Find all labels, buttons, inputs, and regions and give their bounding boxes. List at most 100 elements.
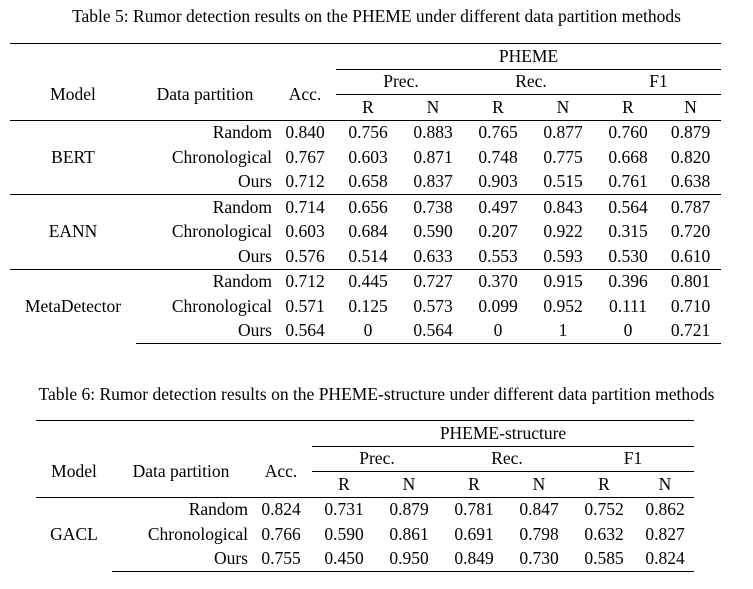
value-cell: 0.656 <box>336 194 400 220</box>
model-name-cell: GACL <box>36 496 112 572</box>
table6-dataset-header: PHEME-structure <box>312 420 694 447</box>
value-cell: 0.756 <box>336 119 400 145</box>
value-cell: 0.445 <box>336 268 400 294</box>
value-cell: 0.883 <box>400 119 466 145</box>
value-cell: 0.801 <box>660 268 722 294</box>
model-name-cell: BERT <box>10 119 136 195</box>
table-row: GACL Random 0.824 0.731 0.879 0.781 0.847 0.752… <box>36 496 694 572</box>
value-cell: 0.099 <box>478 295 518 316</box>
value-cell: 0.824 <box>636 546 694 572</box>
partition-cell: Random <box>136 119 274 145</box>
value-cell: 0.738 <box>400 194 466 220</box>
table6-partition-header: Data partition <box>132 460 230 481</box>
value-cell: 0 <box>336 318 400 344</box>
value-cell: 0.633 <box>413 245 453 266</box>
table5-partition-header: Data partition <box>156 83 254 104</box>
value-cell: 0.564 <box>400 318 466 344</box>
value-cell: 0.879 <box>660 119 722 145</box>
value-cell: 0.450 <box>312 546 376 572</box>
value-cell: 0.714 <box>274 194 336 220</box>
value-cell: 0.712 <box>274 268 336 294</box>
table5-rec-n-header: N <box>556 96 570 117</box>
value-cell: 0.658 <box>348 171 388 192</box>
value-cell: 0.603 <box>285 221 325 242</box>
value-cell: 0.760 <box>596 119 660 145</box>
table6-metric-row: Model Data partition Acc. Prec. Rec. F1 <box>36 446 694 481</box>
model-name-cell: MetaDetector <box>10 268 136 344</box>
value-cell: 0.781 <box>442 496 506 522</box>
value-cell: 0.564 <box>596 194 660 220</box>
table-row: Ours 0.576 0.514 0.633 0.553 0.593 0.530 0.610 <box>10 244 721 269</box>
table6-caption: Table 6: Rumor detection results on the … <box>38 384 715 404</box>
partition-cell: Chronological <box>171 146 272 167</box>
value-cell: 0.903 <box>478 171 518 192</box>
value-cell: 0.915 <box>530 268 596 294</box>
table5-dataset-header: PHEME <box>336 43 722 70</box>
table6-model-header: Model <box>51 460 97 481</box>
table-row: EANN Random 0.714 0.656 0.738 0.497 0.843 0.564… <box>10 194 722 269</box>
value-cell: 0.585 <box>572 546 636 572</box>
table6-rn-row: R N R N R N <box>36 472 694 498</box>
partition-cell: Random <box>136 268 274 294</box>
value-cell: 0.787 <box>660 194 722 220</box>
value-cell: 0.761 <box>608 171 648 192</box>
table-row: Chronological 0.767 0.603 0.871 0.748 0.775 0.… <box>10 145 721 170</box>
value-cell: 0.710 <box>670 295 711 316</box>
value-cell: 0.207 <box>478 221 518 242</box>
table5-f1-n-header: N <box>684 96 697 117</box>
table5-metric-row: Model Data partition Acc. Prec. Rec. F1 <box>10 69 722 104</box>
table6: PHEME-structure Model Data partition Acc… <box>36 420 694 572</box>
value-cell: 0.315 <box>608 221 648 242</box>
value-cell: 0.827 <box>645 523 685 544</box>
table5-model-header: Model <box>50 83 96 104</box>
value-cell: 0.632 <box>584 523 624 544</box>
value-cell: 0.590 <box>324 523 364 544</box>
model-name-cell: EANN <box>10 194 136 269</box>
value-cell: 0.603 <box>348 146 388 167</box>
table6-prec-r-header: R <box>338 473 350 494</box>
value-cell: 0.879 <box>376 496 442 522</box>
value-cell: 0.766 <box>261 523 301 544</box>
value-cell: 0.497 <box>466 194 530 220</box>
value-cell: 0.593 <box>543 245 583 266</box>
value-cell: 0.553 <box>478 245 518 266</box>
table6-body: GACL Random 0.824 0.731 0.879 0.781 0.847 0.752… <box>36 496 694 572</box>
value-cell: 0.755 <box>250 546 312 572</box>
table5-dataset-row: PHEME <box>10 43 722 70</box>
value-cell: 0.843 <box>530 194 596 220</box>
value-cell: 0.731 <box>312 496 376 522</box>
partition-cell: Chronological <box>147 523 248 544</box>
partition-cell: Chronological <box>171 221 272 242</box>
value-cell: 0.775 <box>543 146 583 167</box>
table6-f1-r-header: R <box>598 473 610 494</box>
table5-rec-r-header: R <box>492 96 504 117</box>
table-row: Ours 0.564 0 0.564 0 1 0 0.721 <box>10 318 722 344</box>
table6-dataset-row: PHEME-structure <box>36 420 694 447</box>
table-row: BERT Random 0.840 0.756 0.883 0.765 0.877 0.760… <box>10 119 722 195</box>
value-cell: 0.564 <box>274 318 336 344</box>
value-cell: 0.111 <box>608 295 648 316</box>
value-cell: 0.720 <box>670 221 711 242</box>
value-cell: 0.861 <box>389 523 429 544</box>
table6-acc-header: Acc. <box>264 460 298 481</box>
table5-rn-row: R N R N R N <box>10 95 721 121</box>
table5-f1-header: F1 <box>596 69 722 95</box>
value-cell: 0.824 <box>250 496 312 522</box>
table-row: Chronological 0.571 0.125 0.573 0.099 0.952 0.… <box>10 294 721 319</box>
table-row: Ours 0.712 0.658 0.837 0.903 0.515 0.761 0.638 <box>10 170 721 195</box>
value-cell: 0.871 <box>413 146 453 167</box>
partition-cell: Random <box>136 194 274 220</box>
value-cell: 0.730 <box>506 546 572 572</box>
partition-cell: Ours <box>136 318 274 344</box>
table-row: Chronological 0.766 0.590 0.861 0.691 0.798 0.… <box>36 522 694 547</box>
table5-prec-n-header: N <box>426 96 440 117</box>
value-cell: 0.691 <box>454 523 494 544</box>
table5-prec-r-header: R <box>362 96 374 117</box>
table5-f1-r-header: R <box>622 96 634 117</box>
value-cell: 1 <box>530 318 596 344</box>
table5-caption: Table 5: Rumor detection results on the … <box>72 6 681 26</box>
value-cell: 0.125 <box>348 295 388 316</box>
value-cell: 0.767 <box>285 146 325 167</box>
value-cell: 0.877 <box>530 119 596 145</box>
table5-body: BERT Random 0.840 0.756 0.883 0.765 0.877 0.760… <box>10 119 722 344</box>
